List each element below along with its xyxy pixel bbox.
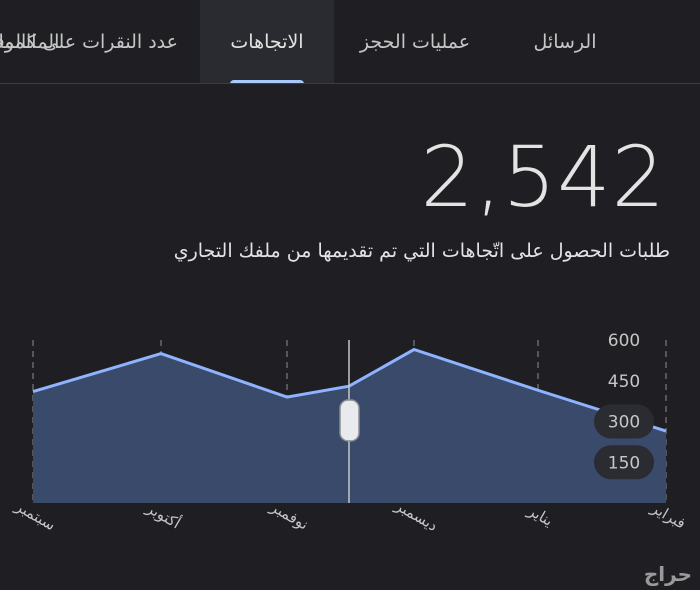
watermark-logo: حراج: [643, 562, 692, 586]
tab-directions[interactable]: الاتجاهات: [200, 0, 334, 83]
tab-bookings-label: عمليات الحجز: [359, 31, 471, 53]
y-tick-label-150: 150: [608, 453, 640, 473]
x-tick-label-4: يناير: [524, 501, 556, 530]
tab-directions-label: الاتجاهات: [230, 31, 304, 53]
y-tick-label-300: 300: [608, 413, 640, 433]
y-axis-ticks: 600 450 300 150: [594, 331, 654, 480]
y-tick-label-600: 600: [608, 331, 640, 351]
tab-calls-label: المكالمات: [0, 31, 60, 53]
tab-website-clicks[interactable]: عدد النقرات على الموقع: [0, 0, 178, 83]
active-tab-indicator: [230, 80, 304, 83]
y-tick-pill-300: [594, 404, 654, 439]
tab-website-clicks-label: عدد النقرات على الموقع: [0, 31, 178, 53]
tab-bar: المكالمات الرسائل عمليات الحجز الاتجاهات…: [0, 0, 700, 84]
tab-messages[interactable]: الرسائل: [510, 0, 620, 83]
y-tick-pill-150: [594, 445, 654, 480]
x-tick-label-5: فبراير: [647, 498, 689, 532]
tab-calls[interactable]: المكالمات: [0, 0, 84, 83]
metric-value: 2,542: [420, 128, 666, 226]
y-tick-label-450: 450: [608, 372, 640, 392]
chart-cursor-handle[interactable]: [339, 399, 360, 442]
tab-messages-label: الرسائل: [533, 31, 597, 53]
tab-bookings[interactable]: عمليات الحجز: [340, 0, 490, 83]
metric-description: طلبات الحصول على اتّجاهات التي تم تقديمه…: [173, 240, 670, 262]
